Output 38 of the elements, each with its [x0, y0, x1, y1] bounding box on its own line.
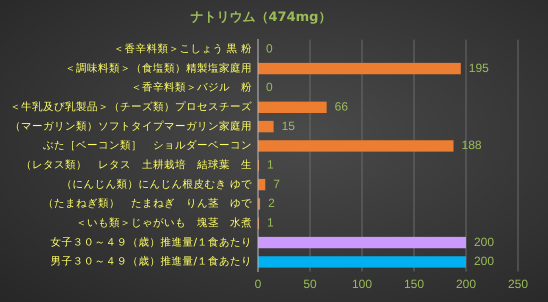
- y-tick-label: （レタス類） レタス 土耕栽培 結球葉 生: [21, 158, 252, 171]
- y-tick-label: （たまねぎ類） たまねぎ りん茎 ゆで: [43, 196, 253, 210]
- chart-title: ナトリウム（474mg）: [190, 10, 332, 26]
- data-label: 200: [474, 234, 494, 249]
- bar: [258, 140, 454, 152]
- bar: [258, 236, 466, 248]
- y-tick-label: ぶた［ベーコン類］ ショルダーベーコン: [43, 140, 252, 152]
- data-label: 200: [474, 254, 494, 268]
- y-tick-label: ＜調味料類＞（食塩類）精製塩家庭用: [65, 61, 252, 74]
- y-tick-label: ＜香辛料類＞こしょう 黒 粉: [113, 42, 252, 55]
- y-tick-label: （にんじん類）にんじん根皮むき ゆで: [62, 177, 253, 190]
- y-tick-label: （マーガリン類）ソフトタイプマーガリン家庭用: [10, 119, 252, 132]
- data-label: 195: [468, 60, 490, 75]
- x-tick-label: 250: [508, 277, 528, 292]
- data-label: 2: [268, 196, 276, 210]
- x-tick-label: 150: [404, 277, 424, 292]
- bar: [258, 256, 466, 268]
- data-label: 0: [266, 42, 273, 56]
- bar: [258, 178, 266, 190]
- x-tick-label: 200: [456, 277, 476, 292]
- y-tick-label: 男子３０～４９（歳）推進量/１食あたり: [50, 254, 252, 268]
- data-label: 1: [267, 158, 274, 172]
- data-label: 188: [462, 138, 482, 152]
- y-tick-label: ＜香辛料類＞バジル 粉: [131, 80, 252, 94]
- bar: [258, 62, 461, 74]
- y-tick-label: ＜いも類＞じゃがいも 塊茎 水煮: [76, 216, 252, 229]
- x-tick-label: 100: [352, 277, 372, 292]
- y-tick-label: 女子３０～４９（歳）推進量/１食あたり: [50, 235, 252, 248]
- x-tick-label: 0: [254, 277, 262, 292]
- bar: [258, 102, 327, 113]
- data-label: 15: [282, 118, 296, 133]
- data-label: 66: [334, 100, 348, 114]
- data-label: 7: [273, 176, 280, 191]
- data-label: 1: [267, 216, 274, 230]
- x-tick-label: 50: [303, 277, 317, 292]
- y-tick-label: ＜牛乳及び乳製品＞（チーズ類）プロセスチーズ: [10, 100, 253, 113]
- data-label: 0: [266, 80, 273, 94]
- bar: [258, 120, 274, 132]
